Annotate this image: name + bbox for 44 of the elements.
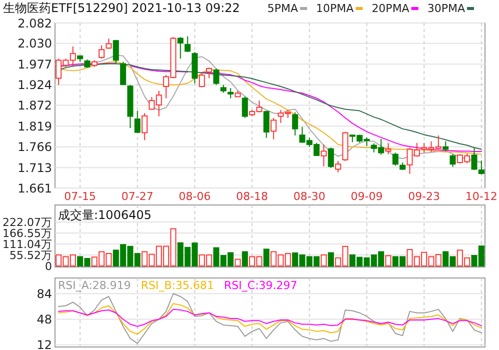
line-series	[58, 293, 482, 344]
y-tick-label: 222.07万	[2, 216, 52, 229]
x-tick-label: 10-12	[465, 190, 498, 203]
series-label: RSI_A:28.919	[58, 279, 131, 292]
legend-label: 10PMA	[316, 2, 354, 15]
x-tick-label: 09-09	[350, 190, 383, 203]
y-tick-label: 1.819	[18, 119, 52, 134]
y-tick-label: 1.661	[18, 181, 52, 196]
bar	[328, 252, 334, 266]
legend-label: 20PMA	[372, 2, 410, 15]
y-tick-label: 0	[45, 260, 52, 273]
line-series	[58, 308, 482, 327]
y-tick-label: 111.04万	[2, 238, 52, 251]
y-tick-label: 2.030	[18, 36, 52, 51]
y-tick-label: 55.52万	[10, 248, 52, 262]
bar	[242, 251, 248, 266]
y-tick-label: 48	[36, 312, 52, 327]
chart-title: 成交量:1006405	[58, 208, 152, 222]
legend-label: 5PMA	[267, 2, 298, 15]
legend-label: 30PMA	[427, 2, 466, 15]
bar	[320, 254, 327, 266]
x-tick-label: 08-06	[178, 190, 211, 203]
bar	[263, 248, 270, 266]
line-series	[58, 303, 482, 335]
x-tick-label: 09-23	[408, 190, 440, 203]
x-tick-label: 07-27	[121, 190, 154, 203]
text: RSI_C:39.297	[224, 279, 298, 292]
y-tick-label: 2.082	[18, 16, 52, 30]
y-tick-label: 1.713	[18, 160, 52, 175]
x-tick-label: 08-30	[293, 190, 326, 203]
y-tick-label: 1.924	[18, 78, 52, 92]
y-tick-label: 1.872	[18, 98, 52, 113]
x-tick-label: 08-18	[236, 190, 268, 203]
y-tick-label: 1.977	[18, 57, 52, 72]
bar	[385, 255, 392, 266]
bar	[234, 258, 241, 266]
series-label: RSI_B:35.681	[140, 279, 214, 292]
y-tick-label: 166.55万	[2, 226, 52, 240]
x-tick-label: 07-15	[64, 190, 96, 203]
y-tick-label: 1.766	[18, 140, 52, 154]
candlestick	[142, 112, 148, 141]
y-tick-label: 84	[36, 286, 52, 301]
y-tick-label: 12	[36, 338, 52, 350]
chart-title: 生物医药ETF[512290] 2021-10-13 09:22	[3, 1, 240, 15]
